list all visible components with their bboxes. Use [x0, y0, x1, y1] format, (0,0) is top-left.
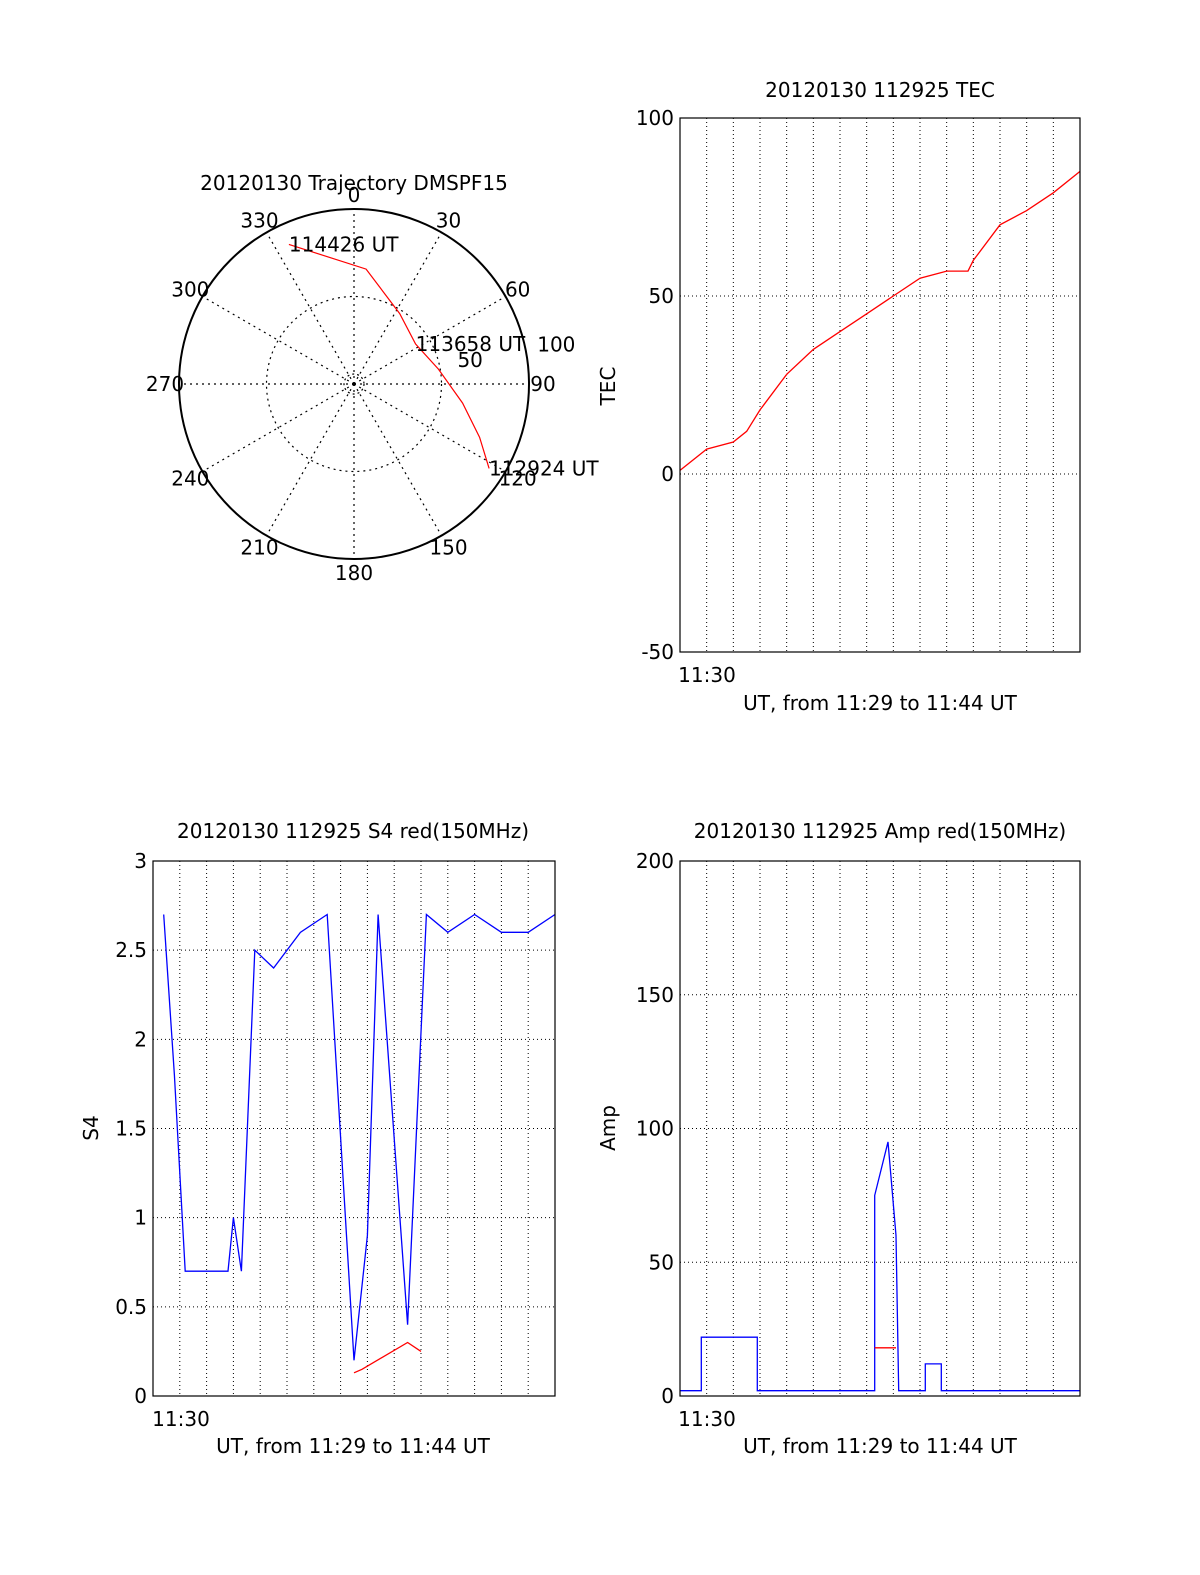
y-tick-label: 0 — [134, 1384, 147, 1408]
y-tick-label: 100 — [636, 1117, 674, 1141]
amp-title: 20120130 112925 Amp red(150MHz) — [694, 819, 1066, 843]
series-line — [679, 170, 1081, 471]
polar-center-ring — [343, 373, 365, 395]
series-line — [163, 913, 556, 1361]
trajectory-line — [288, 243, 490, 469]
y-tick-label: 0.5 — [115, 1295, 147, 1319]
azimuth-label: 180 — [335, 561, 373, 585]
azimuth-label: 270 — [146, 372, 184, 396]
series-line — [353, 1341, 422, 1374]
y-tick-label: 200 — [636, 849, 674, 873]
tec-ylabel: TEC — [596, 367, 620, 407]
y-tick-label: 150 — [636, 983, 674, 1007]
plot-frame — [679, 117, 1081, 653]
azimuth-label: 90 — [530, 372, 555, 396]
tec-xtick-label: 11:30 — [678, 663, 736, 687]
plot-frame — [152, 860, 556, 1397]
radial-label: 50 — [457, 348, 482, 372]
azimuth-label: 330 — [240, 208, 278, 232]
polar-spoke — [353, 232, 443, 385]
trajectory-annotations: 114426 UT 113658 UT 112924 UT — [289, 232, 599, 480]
y-tick-label: 100 — [636, 106, 674, 130]
azimuth-label: 300 — [171, 278, 209, 302]
radial-label: 100 — [537, 333, 575, 357]
polar-spoke — [202, 383, 355, 473]
s4-xlabel: UT, from 11:29 to 11:44 UT — [216, 1434, 491, 1458]
amp-ylabel: Amp — [596, 1105, 620, 1151]
tec-panel: 20120130 112925 TEC TEC UT, from 11:29 t… — [596, 78, 1081, 715]
tec-title: 20120130 112925 TEC — [765, 78, 995, 102]
azimuth-label: 30 — [436, 208, 461, 232]
amp-xlabel: UT, from 11:29 to 11:44 UT — [743, 1434, 1018, 1458]
azimuth-label: 120 — [499, 467, 537, 491]
y-tick-label: 50 — [649, 284, 674, 308]
amp-panel: 20120130 112925 Amp red(150MHz) Amp UT, … — [596, 819, 1081, 1458]
amp-xtick-label: 11:30 — [678, 1407, 736, 1431]
y-tick-label: 3 — [134, 849, 147, 873]
y-tick-label: 50 — [649, 1250, 674, 1274]
y-tick-label: 1.5 — [115, 1117, 147, 1141]
s4-title: 20120130 112925 S4 red(150MHz) — [177, 819, 529, 843]
s4-xtick-label: 11:30 — [152, 1407, 210, 1431]
polar-spoke — [265, 232, 355, 385]
azimuth-label: 210 — [240, 536, 278, 560]
azimuth-label: 240 — [171, 467, 209, 491]
polar-trajectory-panel: 20120130 Trajectory DMSPF15 0 30 60 90 120 15… — [146, 171, 599, 585]
series-line — [680, 1141, 1080, 1392]
polar-azimuth-labels: 0 30 60 90 120 150 180 210 240 270 300 330 50 100 — [146, 183, 576, 585]
trajectory-time-label: 112924 UT — [489, 456, 599, 480]
y-tick-label: 0 — [661, 462, 674, 486]
polar-spoke — [353, 383, 443, 536]
azimuth-label: 0 — [348, 183, 361, 207]
plot-frame — [679, 860, 1081, 1397]
trajectory-time-label: 113658 UT — [416, 332, 526, 356]
polar-spoke — [353, 295, 506, 385]
s4-panel: 20120130 112925 S4 red(150MHz) S4 UT, fr… — [79, 819, 556, 1458]
polar-ring — [265, 295, 443, 473]
y-tick-label: 0 — [661, 1384, 674, 1408]
polar-spoke — [353, 383, 506, 473]
trajectory-time-label: 114426 UT — [289, 232, 399, 256]
azimuth-label: 150 — [429, 536, 467, 560]
s4-ylabel: S4 — [79, 1115, 103, 1140]
azimuth-label: 60 — [505, 278, 530, 302]
polar-grid — [178, 208, 530, 560]
polar-spoke — [265, 383, 355, 536]
tec-xlabel: UT, from 11:29 to 11:44 UT — [743, 691, 1018, 715]
y-tick-label: 2 — [134, 1027, 147, 1051]
y-tick-label: -50 — [641, 640, 674, 664]
polar-spoke — [202, 295, 355, 385]
polar-title: 20120130 Trajectory DMSPF15 — [200, 171, 508, 195]
y-tick-label: 2.5 — [115, 938, 147, 962]
y-tick-label: 1 — [134, 1206, 147, 1230]
